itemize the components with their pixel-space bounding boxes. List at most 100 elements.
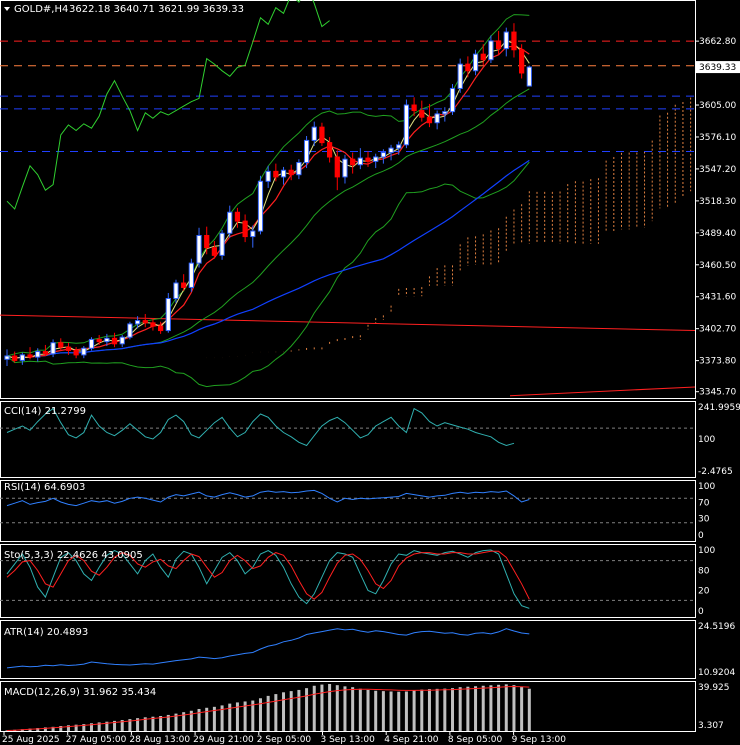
candle xyxy=(288,164,294,181)
rsi-line xyxy=(6,489,530,507)
macd-bar xyxy=(443,688,447,731)
candle-body xyxy=(227,211,233,234)
macd-bar xyxy=(351,687,355,731)
macd-bar xyxy=(205,707,209,731)
candle-body xyxy=(204,234,210,249)
x-tick-label: 2 Sep 05:00 xyxy=(257,735,312,745)
candle-body xyxy=(111,337,118,345)
macd-bar xyxy=(82,724,86,731)
candle-body xyxy=(388,147,394,154)
candle-body xyxy=(257,180,264,232)
y-tick-label: 3373.80 xyxy=(699,357,736,367)
y-tick-label: 39.925 xyxy=(698,683,730,693)
pane-frame-sto xyxy=(0,544,696,618)
y-tick-label: 3460.50 xyxy=(699,261,736,271)
macd-bar xyxy=(251,700,255,731)
pane-frame-macd xyxy=(0,681,696,732)
x-tick-label: 8 Sep 05:00 xyxy=(448,735,503,745)
candle xyxy=(303,135,310,169)
candle-body xyxy=(211,247,218,256)
y-tick-label: 3.307 xyxy=(698,721,724,731)
candle-body xyxy=(242,220,248,238)
macd-bar xyxy=(189,710,193,731)
macd-bar xyxy=(512,685,516,731)
candle xyxy=(388,144,394,161)
main-price-pane[interactable]: 3662.80 3605.00 3576.10 3547.20 3518.30 3489.… xyxy=(0,0,740,398)
macd-bar xyxy=(520,686,524,731)
candle xyxy=(503,27,509,57)
candle-body xyxy=(165,298,171,332)
candle xyxy=(150,318,156,331)
y-tick-label: 241.9959 xyxy=(698,403,740,413)
candle xyxy=(434,110,440,130)
x-tick-label: 28 Aug 13:00 xyxy=(129,735,190,745)
candle xyxy=(58,338,64,351)
atr-line xyxy=(6,628,530,669)
macd-bar xyxy=(343,686,347,731)
y-tick-label: 3662.80 xyxy=(699,37,736,47)
candle-body xyxy=(311,126,317,141)
candle-body xyxy=(526,66,532,87)
macd-bar xyxy=(151,716,155,731)
macd-bar xyxy=(328,683,332,731)
y-tick-label: -2.4765 xyxy=(698,467,733,477)
candle-body xyxy=(50,342,56,355)
macd-bar xyxy=(274,694,278,731)
candle xyxy=(457,58,463,93)
current-price-label: 3639.33 xyxy=(699,63,736,73)
candle xyxy=(480,44,486,66)
candle-body xyxy=(350,158,356,166)
candle xyxy=(519,44,525,79)
candle-body xyxy=(342,158,348,178)
y-tick-label: 80 xyxy=(698,566,710,576)
candle xyxy=(204,226,210,255)
candle-body xyxy=(150,322,156,327)
candle xyxy=(27,347,33,360)
macd-pane[interactable]: 39.925 3.307 xyxy=(5,683,730,731)
y-tick-label: 100 xyxy=(698,435,715,445)
macd-bar xyxy=(458,687,462,731)
rsi-pane[interactable]: 100 70 30 0 xyxy=(0,482,715,541)
ma-very-long-line xyxy=(509,386,696,397)
macd-bar xyxy=(59,726,63,731)
candle xyxy=(196,227,202,268)
candle-body xyxy=(12,355,18,361)
macd-bar xyxy=(43,727,47,731)
y-tick-label: 3605.00 xyxy=(699,101,736,111)
candle-body xyxy=(334,156,340,178)
candle xyxy=(211,241,218,259)
candle-body xyxy=(104,337,110,343)
pane-frame-cci xyxy=(0,401,696,478)
macd-bar xyxy=(51,726,55,731)
macd-bar xyxy=(289,691,293,731)
candle xyxy=(280,166,287,185)
candle xyxy=(250,225,256,248)
candle xyxy=(134,316,141,329)
chikou-span-line xyxy=(6,0,330,210)
y-tick-label: 30 xyxy=(698,515,710,525)
candle xyxy=(65,342,72,355)
macd-bar xyxy=(5,730,9,731)
y-tick-label: 100 xyxy=(698,546,715,556)
candle xyxy=(357,148,363,170)
y-tick-label: 20 xyxy=(698,587,710,597)
y-tick-label: 10.9204 xyxy=(698,668,735,678)
macd-bar xyxy=(527,688,531,731)
macd-bar xyxy=(504,684,508,731)
cci-pane[interactable]: 241.9959 100 -2.4765 xyxy=(0,403,740,477)
triangle-down-icon[interactable] xyxy=(4,7,10,11)
candle xyxy=(365,151,371,167)
y-tick-label: 0 xyxy=(698,607,704,617)
candle-body xyxy=(188,262,194,288)
candle-body xyxy=(434,113,440,124)
candle xyxy=(350,152,356,174)
candle-body xyxy=(442,111,448,115)
atr-pane[interactable]: 24.5196 10.9204 xyxy=(6,622,735,678)
stochastic-pane[interactable]: 100 80 20 0 xyxy=(0,546,715,617)
cci-label: CCI(14) 21.2799 xyxy=(4,406,86,417)
macd-bar xyxy=(305,688,309,731)
candle xyxy=(104,333,110,347)
candle xyxy=(319,122,325,146)
